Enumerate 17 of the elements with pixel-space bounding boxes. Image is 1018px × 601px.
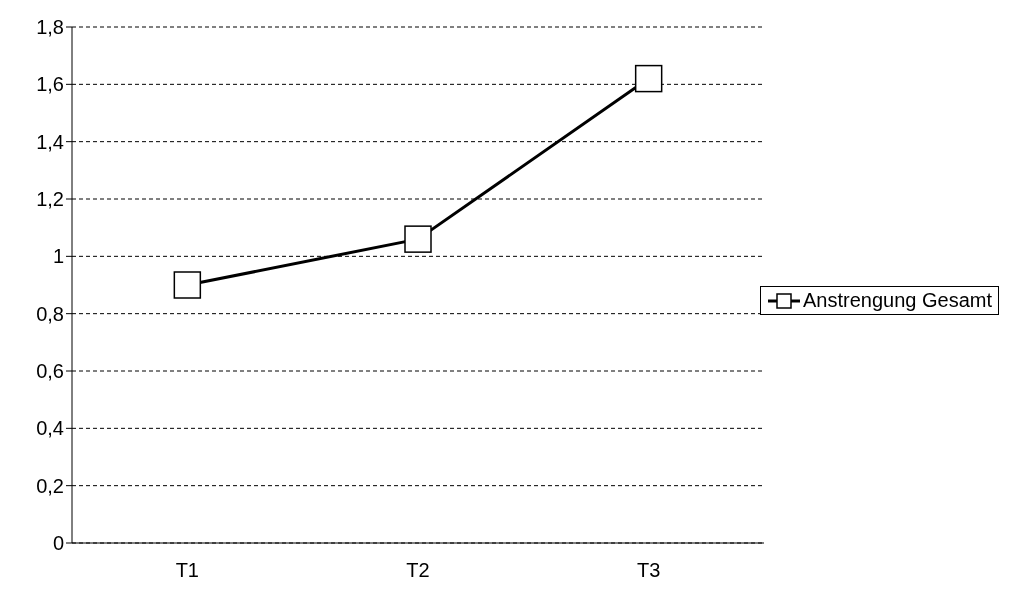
y-tick-label: 1 xyxy=(52,245,64,268)
x-tick-label: T3 xyxy=(636,559,661,582)
x-tick-label: T2 xyxy=(406,559,430,582)
y-tick-label: 1,4 xyxy=(36,130,64,153)
y-tick-label: 1,2 xyxy=(36,188,64,211)
y-tick-label: 1,6 xyxy=(36,73,64,96)
y-tick-label: 0,4 xyxy=(36,417,64,440)
y-tick-label: 0,6 xyxy=(36,360,64,383)
y-tick-label: 0,8 xyxy=(36,302,64,325)
point xyxy=(173,271,202,299)
y-tick-label: 0,2 xyxy=(36,474,64,497)
point xyxy=(404,225,432,253)
y-tick-label: 0 xyxy=(52,532,64,555)
point xyxy=(634,64,663,93)
y-tick-label: 1,8 xyxy=(36,16,64,39)
legend-label: Anstrengung Gesamt xyxy=(803,289,992,312)
x-tick-label: T1 xyxy=(175,559,200,582)
